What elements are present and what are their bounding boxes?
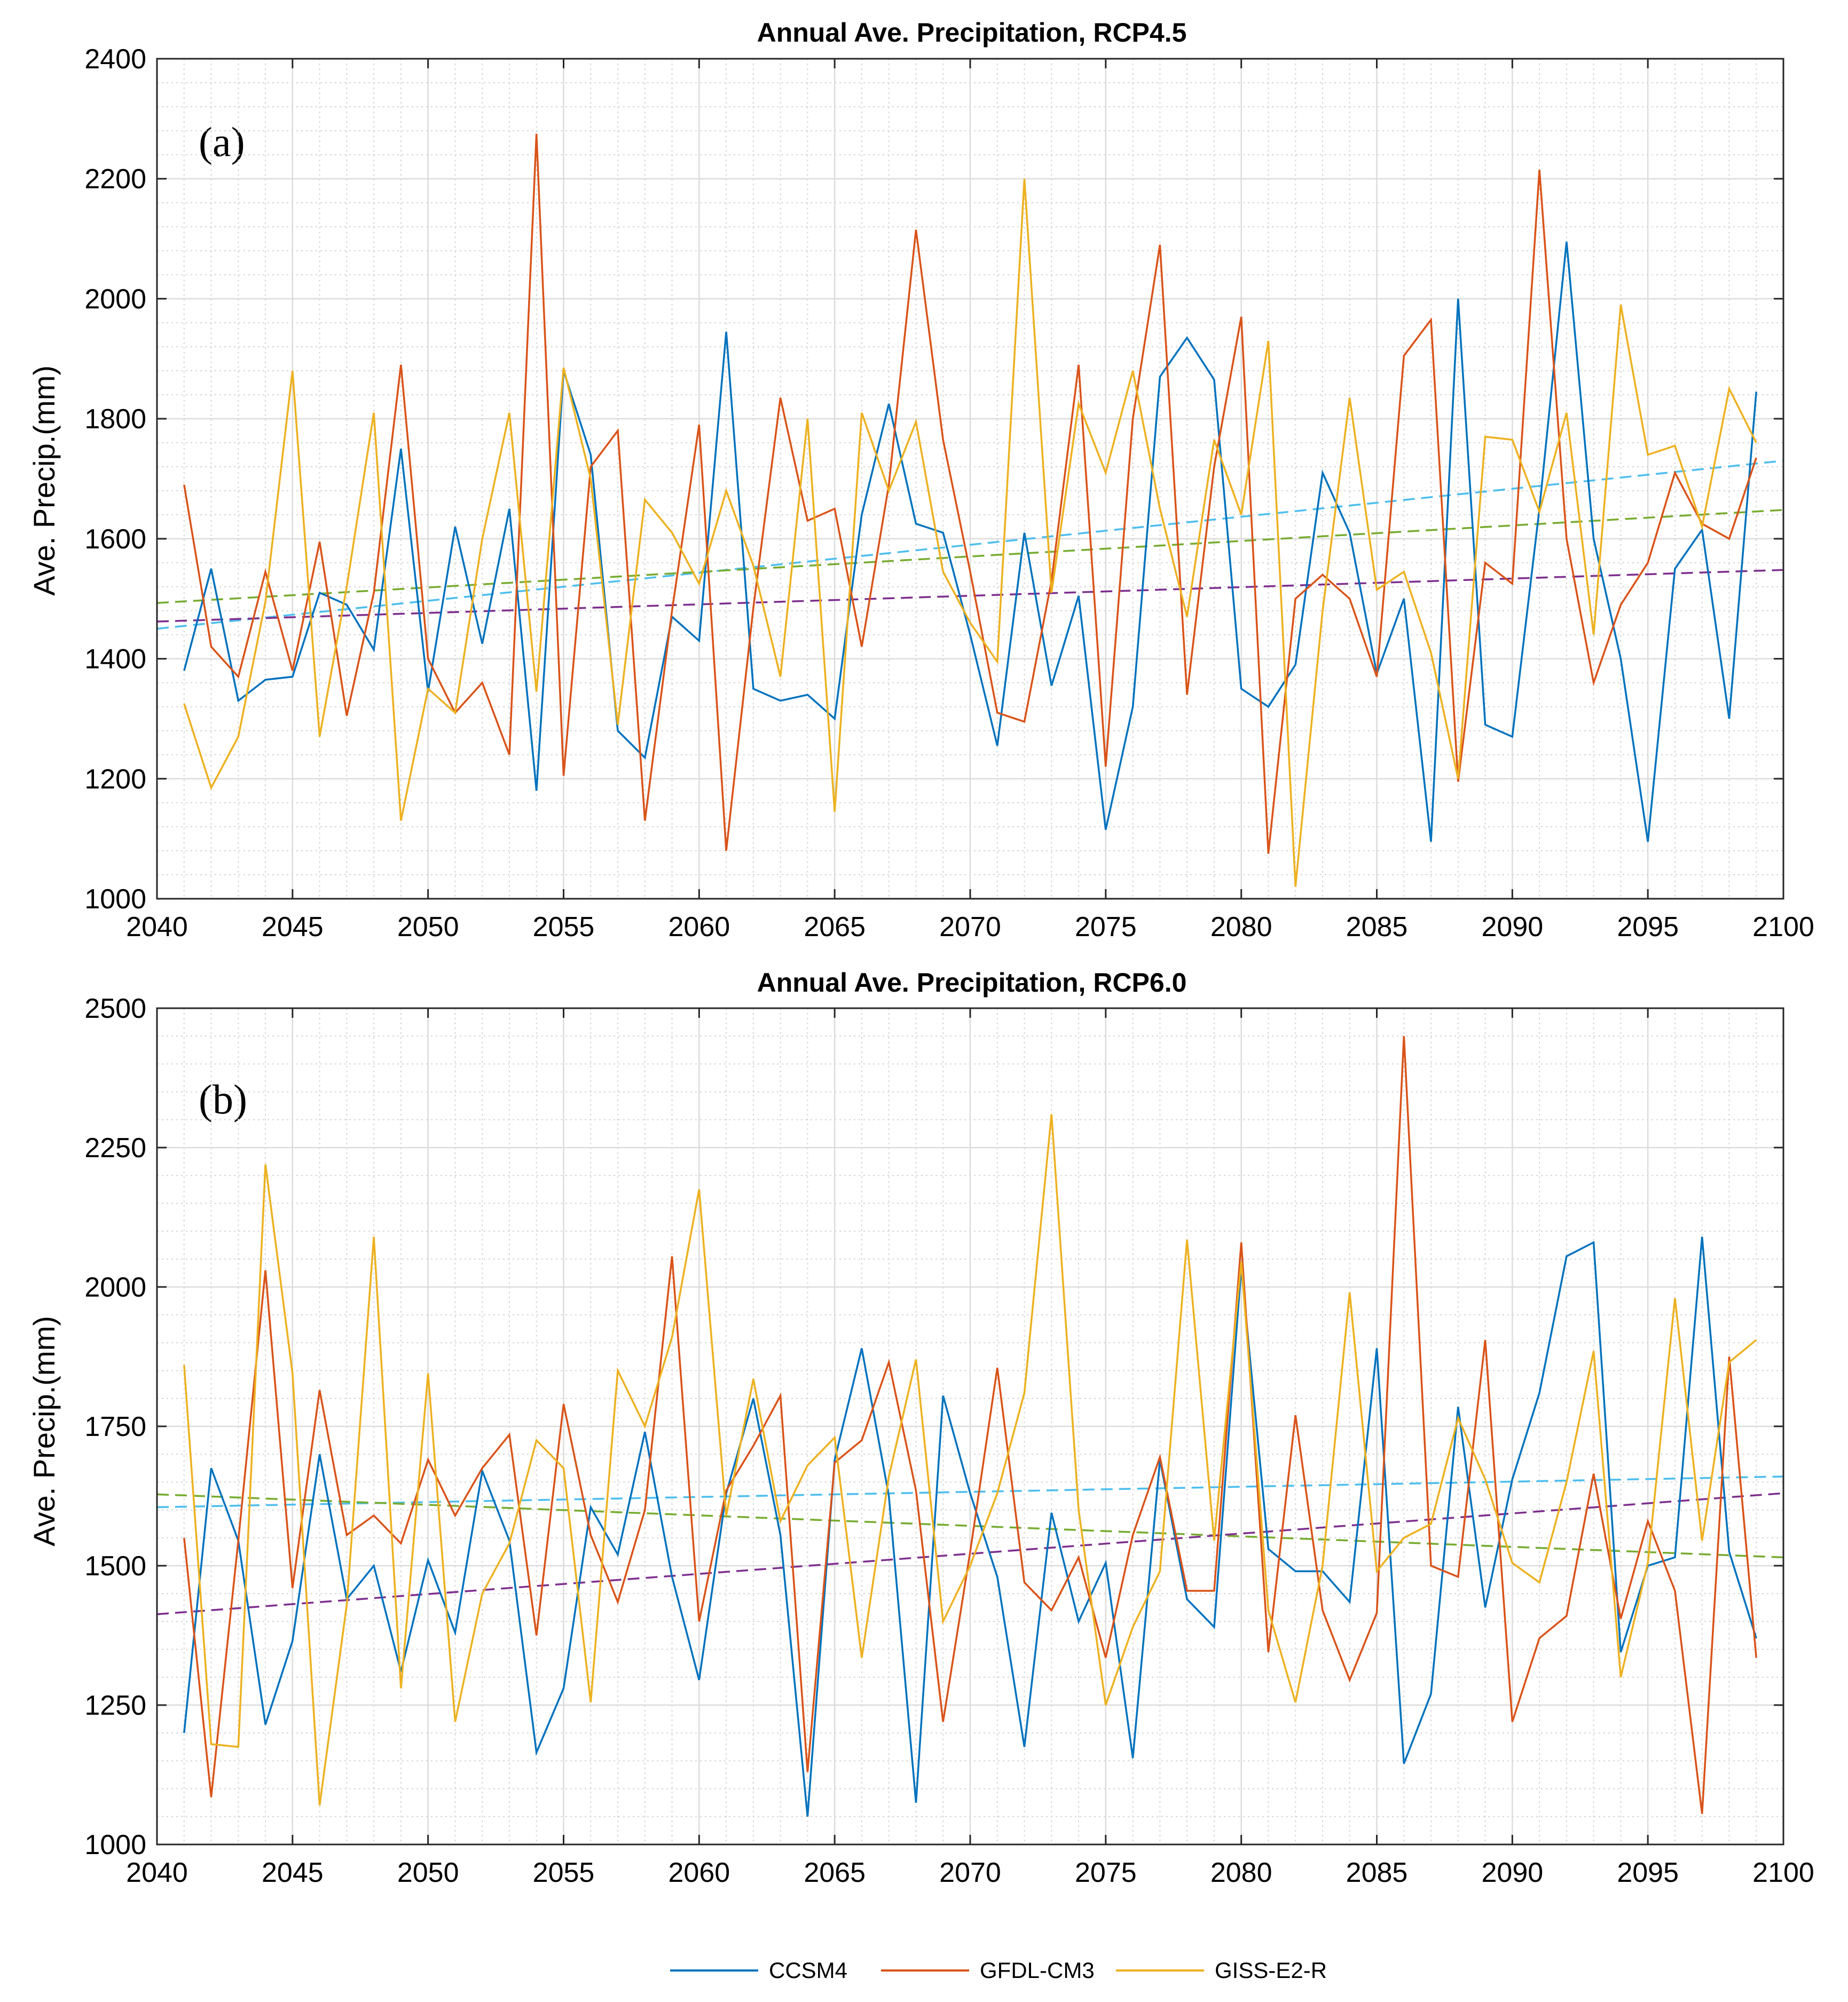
legend-item-giss-e2-r: GISS-E2-R — [1116, 1958, 1327, 1983]
y-tick-label: 1250 — [84, 1690, 146, 1721]
y-tick-label: 2250 — [84, 1133, 146, 1164]
x-tick-label: 2075 — [1075, 1857, 1137, 1888]
x-tick-label: 2055 — [533, 1857, 595, 1888]
legend: CCSM4 GFDL-CM3 GISS-E2-R — [670, 1958, 1327, 1983]
y-tick-label: 1400 — [84, 644, 146, 675]
x-tick-label: 2100 — [1752, 912, 1814, 943]
series-line-giss-e2-r — [183, 1114, 1757, 1806]
x-tick-label: 2095 — [1617, 1857, 1679, 1888]
y-tick-label: 1600 — [84, 524, 146, 555]
series-line-ccsm4 — [183, 241, 1757, 842]
x-tick-label: 2060 — [668, 912, 730, 943]
series-line-gfdl-cm3 — [183, 134, 1757, 854]
x-tick-label: 2060 — [668, 1857, 730, 1888]
y-axis-label: Ave. Precip.(mm) — [27, 365, 61, 595]
x-tick-label: 2075 — [1075, 912, 1137, 943]
x-tick-label: 2095 — [1617, 912, 1679, 943]
trend-line — [156, 460, 1784, 630]
legend-label-ccsm4: CCSM4 — [769, 1958, 847, 1983]
x-tick-label: 2085 — [1346, 912, 1408, 943]
tick-labels: 2040 2045 2050 2055 2060 2065 2070 2075 2080 2085… — [84, 44, 1814, 943]
x-tick-label: 2045 — [262, 1857, 324, 1888]
y-tick-label: 2500 — [84, 993, 146, 1024]
y-tick-label: 1500 — [84, 1551, 146, 1582]
x-tick-label: 2040 — [126, 912, 188, 943]
legend-label-giss-e2-r: GISS-E2-R — [1215, 1958, 1327, 1983]
x-tick-label: 2080 — [1210, 1857, 1272, 1888]
x-tick-label: 2085 — [1346, 1857, 1408, 1888]
y-tick-label: 1000 — [84, 1830, 146, 1860]
x-tick-label: 2100 — [1752, 1857, 1814, 1888]
chart-title: Annual Ave. Precipitation, RCP4.5 — [757, 18, 1187, 48]
y-tick-label: 1000 — [84, 884, 146, 915]
x-tick-label: 2050 — [397, 912, 459, 943]
x-tick-label: 2090 — [1481, 912, 1543, 943]
x-tick-label: 2080 — [1210, 912, 1272, 943]
y-tick-label: 1750 — [84, 1411, 146, 1442]
x-tick-label: 2040 — [126, 1857, 188, 1888]
series-line-giss-e2-r — [183, 178, 1757, 887]
legend-label-gfdl-cm3: GFDL-CM3 — [980, 1958, 1095, 1983]
panel-label: (b) — [199, 1076, 247, 1122]
y-tick-label: 2200 — [84, 164, 146, 195]
legend-item-gfdl-cm3: GFDL-CM3 — [881, 1958, 1095, 1983]
panel-a-rcp45: Annual Ave. Precipitation, RCP4.5 (a) Av… — [27, 18, 1814, 943]
y-tick-label: 1800 — [84, 404, 146, 435]
panel-label: (a) — [199, 119, 245, 165]
x-tick-label: 2050 — [397, 1857, 459, 1888]
tick-labels: 2040 2045 2050 2055 2060 2065 2070 2075 2080 2085… — [84, 993, 1814, 1888]
x-tick-label: 2090 — [1481, 1857, 1543, 1888]
x-tick-label: 2055 — [533, 912, 595, 943]
x-tick-label: 2045 — [262, 912, 324, 943]
grid — [156, 1007, 1784, 1846]
y-tick-label: 2400 — [84, 44, 146, 75]
y-tick-label: 2000 — [84, 284, 146, 315]
x-tick-label: 2070 — [939, 912, 1001, 943]
x-tick-label: 2065 — [804, 1857, 866, 1888]
x-tick-label: 2070 — [939, 1857, 1001, 1888]
y-tick-label: 1200 — [84, 764, 146, 795]
legend-item-ccsm4: CCSM4 — [670, 1958, 847, 1983]
x-tick-label: 2065 — [804, 912, 866, 943]
grid — [156, 58, 1784, 900]
y-axis-label: Ave. Precip.(mm) — [27, 1316, 61, 1546]
series-line-gfdl-cm3 — [183, 1036, 1757, 1814]
chart-title: Annual Ave. Precipitation, RCP6.0 — [757, 968, 1187, 998]
panel-b-rcp60: Annual Ave. Precipitation, RCP6.0 (b) Av… — [27, 968, 1814, 1888]
y-tick-label: 2000 — [84, 1272, 146, 1303]
